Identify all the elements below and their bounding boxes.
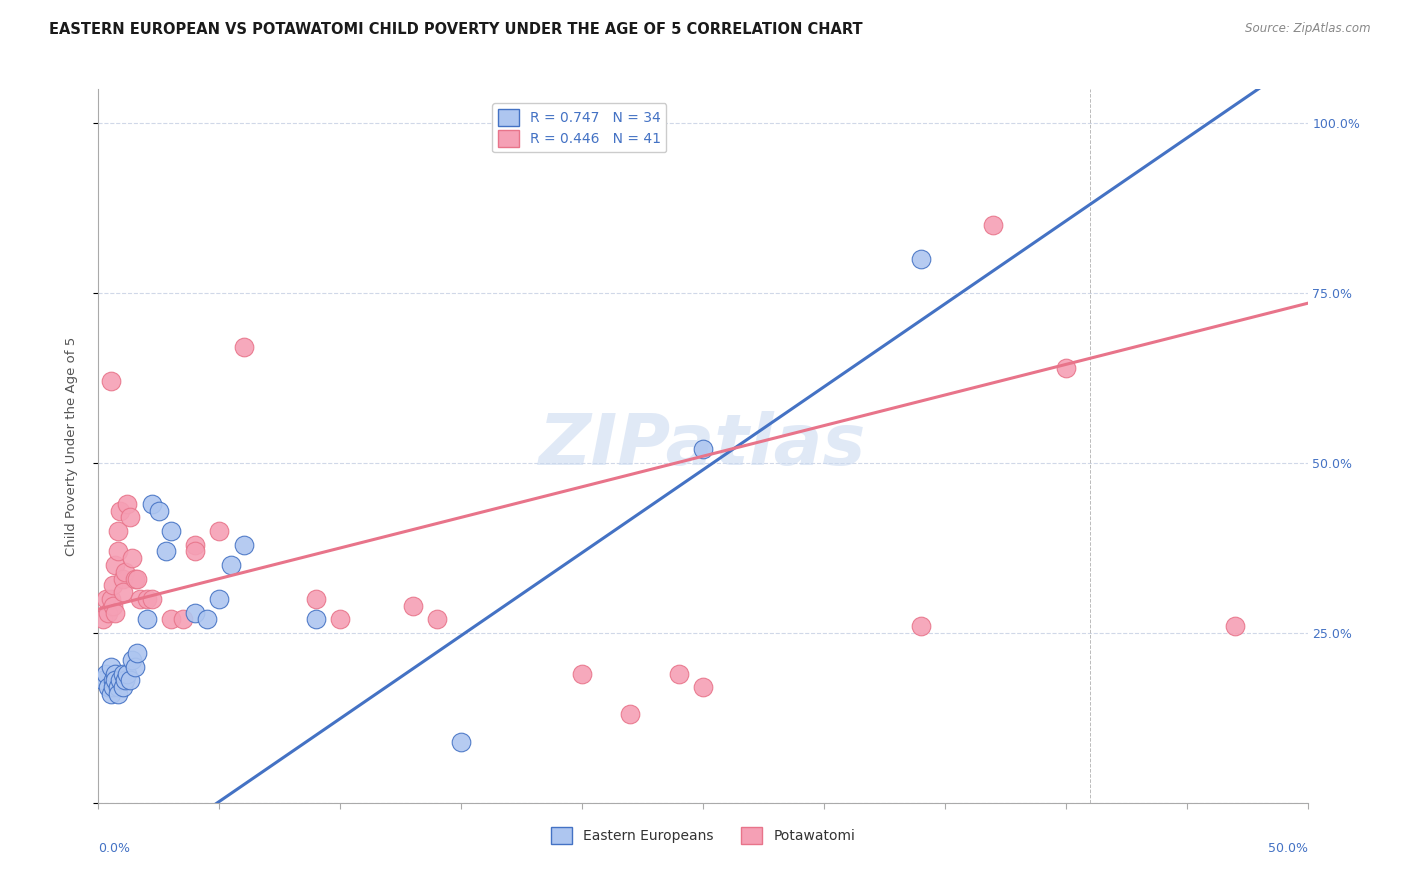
Point	[135, 612, 157, 626]
Text: Source: ZipAtlas.com: Source: ZipAtlas.com	[1246, 22, 1371, 36]
Point	[101, 599, 124, 613]
Text: EASTERN EUROPEAN VS POTAWATOMI CHILD POVERTY UNDER THE AGE OF 5 CORRELATION CHAR: EASTERN EUROPEAN VS POTAWATOMI CHILD POV…	[49, 22, 863, 37]
Point	[104, 666, 127, 681]
Point	[107, 687, 129, 701]
Point	[101, 673, 124, 688]
Point	[195, 612, 218, 626]
Point	[208, 591, 231, 606]
Point	[128, 591, 150, 606]
Point	[305, 591, 328, 606]
Point	[402, 599, 425, 613]
Point	[100, 687, 122, 701]
Point	[571, 666, 593, 681]
Point	[141, 591, 163, 606]
Y-axis label: Child Poverty Under the Age of 5: Child Poverty Under the Age of 5	[65, 336, 77, 556]
Point	[135, 591, 157, 606]
Point	[668, 666, 690, 681]
Point	[118, 673, 141, 688]
Point	[117, 666, 139, 681]
Point	[100, 375, 122, 389]
Point	[100, 660, 122, 674]
Point	[121, 551, 143, 566]
Point	[148, 503, 170, 517]
Point	[111, 666, 134, 681]
Point	[160, 612, 183, 626]
Point	[114, 673, 136, 688]
Point	[1223, 619, 1246, 633]
Point	[108, 503, 131, 517]
Point	[127, 572, 149, 586]
Point	[184, 606, 207, 620]
Point	[208, 524, 231, 538]
Point	[101, 578, 124, 592]
Point	[111, 585, 134, 599]
Legend: Eastern Europeans, Potawatomi: Eastern Europeans, Potawatomi	[546, 822, 860, 849]
Point	[107, 524, 129, 538]
Point	[127, 646, 149, 660]
Point	[221, 558, 243, 572]
Text: 0.0%: 0.0%	[98, 842, 131, 855]
Point	[981, 218, 1004, 232]
Point	[108, 673, 131, 688]
Point	[118, 510, 141, 524]
Point	[184, 537, 207, 551]
Point	[910, 619, 932, 633]
Point	[117, 497, 139, 511]
Point	[1054, 360, 1077, 375]
Text: ZIPatlas: ZIPatlas	[540, 411, 866, 481]
Point	[111, 680, 134, 694]
Point	[107, 680, 129, 694]
Point	[141, 497, 163, 511]
Point	[450, 734, 472, 748]
Point	[232, 537, 254, 551]
Point	[692, 680, 714, 694]
Point	[97, 606, 120, 620]
Text: 50.0%: 50.0%	[1268, 842, 1308, 855]
Point	[619, 707, 641, 722]
Point	[692, 442, 714, 457]
Point	[232, 341, 254, 355]
Point	[107, 544, 129, 558]
Point	[104, 606, 127, 620]
Point	[114, 565, 136, 579]
Point	[305, 612, 328, 626]
Point	[910, 252, 932, 266]
Point	[124, 572, 146, 586]
Point	[121, 653, 143, 667]
Point	[94, 591, 117, 606]
Point	[97, 680, 120, 694]
Point	[160, 524, 183, 538]
Point	[91, 612, 114, 626]
Point	[91, 673, 114, 688]
Point	[155, 544, 177, 558]
Point	[111, 572, 134, 586]
Point	[184, 544, 207, 558]
Point	[100, 591, 122, 606]
Point	[101, 680, 124, 694]
Point	[329, 612, 352, 626]
Point	[124, 660, 146, 674]
Point	[172, 612, 194, 626]
Point	[94, 666, 117, 681]
Point	[104, 673, 127, 688]
Point	[426, 612, 449, 626]
Point	[104, 558, 127, 572]
